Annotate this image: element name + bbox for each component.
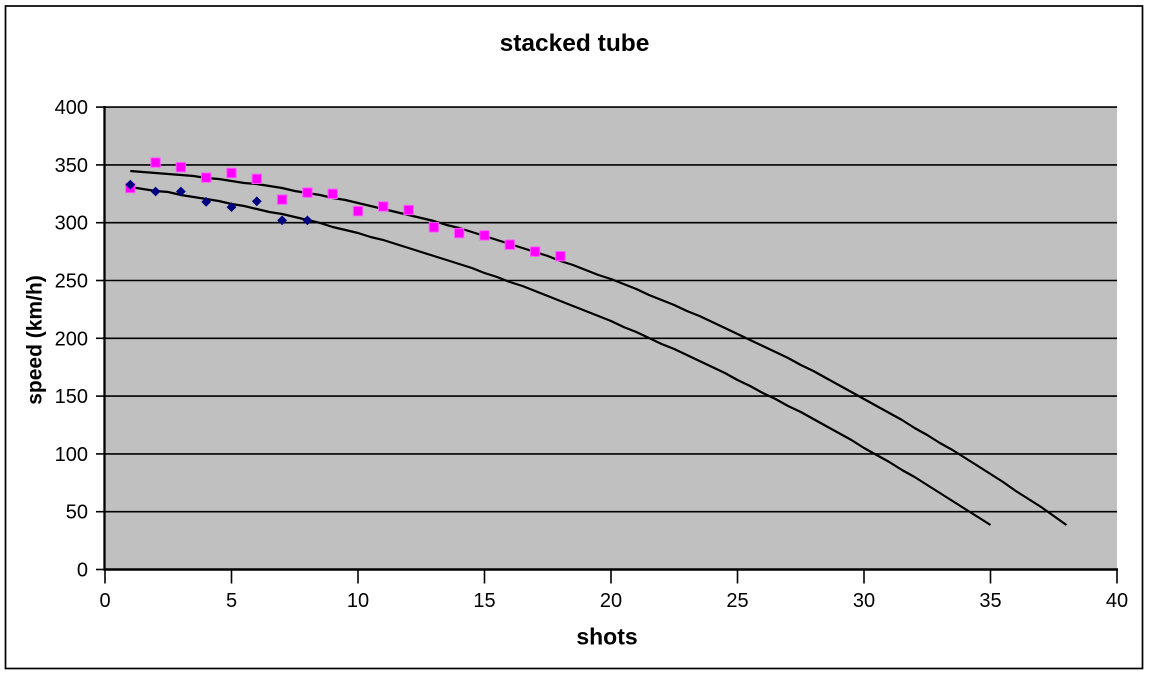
- svg-text:400: 400: [55, 97, 88, 119]
- svg-text:300: 300: [55, 213, 88, 235]
- svg-text:0: 0: [99, 590, 110, 612]
- svg-text:50: 50: [66, 502, 88, 524]
- svg-text:35: 35: [979, 590, 1001, 612]
- svg-text:25: 25: [726, 590, 748, 612]
- svg-text:0: 0: [77, 560, 88, 582]
- svg-text:10: 10: [347, 590, 369, 612]
- svg-text:100: 100: [55, 444, 88, 466]
- svg-text:350: 350: [55, 155, 88, 177]
- svg-text:5: 5: [226, 590, 237, 612]
- svg-text:shots: shots: [576, 624, 637, 650]
- svg-text:speed (km/h): speed (km/h): [24, 275, 47, 405]
- svg-text:40: 40: [1106, 590, 1128, 612]
- svg-text:200: 200: [55, 328, 88, 350]
- svg-text:30: 30: [853, 590, 875, 612]
- svg-text:250: 250: [55, 271, 88, 293]
- svg-text:15: 15: [473, 590, 495, 612]
- svg-text:stacked tube: stacked tube: [500, 30, 650, 57]
- svg-text:20: 20: [600, 590, 622, 612]
- svg-text:150: 150: [55, 386, 88, 408]
